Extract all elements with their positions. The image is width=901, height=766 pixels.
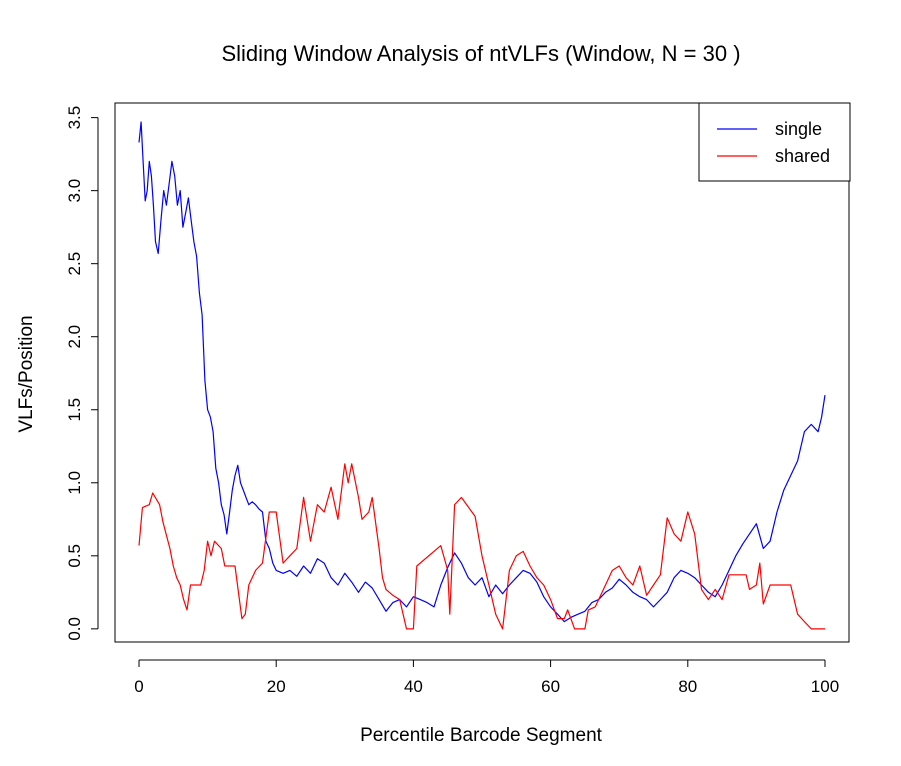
series-layer bbox=[138, 121, 826, 630]
legend-label-single: single bbox=[775, 119, 822, 139]
y-tick-label: 1.5 bbox=[65, 398, 84, 422]
y-tick-label: 2.0 bbox=[65, 325, 84, 349]
y-tick-label: 1.0 bbox=[65, 471, 84, 495]
legend: single shared bbox=[698, 102, 851, 182]
y-tick-label: 3.0 bbox=[65, 179, 84, 203]
y-tick-label: 0.0 bbox=[65, 617, 84, 641]
x-tick-label: 20 bbox=[267, 677, 286, 696]
y-tick-label: 0.5 bbox=[65, 544, 84, 568]
x-axis: 0 20 40 60 80 100 bbox=[134, 659, 839, 696]
legend-box bbox=[698, 102, 851, 182]
legend-label-shared: shared bbox=[775, 146, 830, 166]
series-line-single bbox=[138, 121, 826, 623]
y-tick-label: 3.5 bbox=[65, 106, 84, 130]
y-axis-label: VLFs/Position bbox=[16, 315, 37, 432]
x-tick-label: 80 bbox=[678, 677, 697, 696]
x-tick-label: 40 bbox=[404, 677, 423, 696]
y-axis: 0.0 0.5 1.0 1.5 2.0 2.5 3.0 3.5 bbox=[65, 106, 99, 641]
x-tick-label: 100 bbox=[811, 677, 839, 696]
x-tick-label: 60 bbox=[541, 677, 560, 696]
y-tick-label: 2.5 bbox=[65, 252, 84, 276]
x-tick-label: 0 bbox=[134, 677, 143, 696]
chart-title: Sliding Window Analysis of ntVLFs (Windo… bbox=[221, 41, 740, 66]
plot-frame bbox=[114, 102, 850, 643]
series-line-shared bbox=[138, 463, 825, 630]
x-axis-label: Percentile Barcode Segment bbox=[360, 725, 603, 746]
